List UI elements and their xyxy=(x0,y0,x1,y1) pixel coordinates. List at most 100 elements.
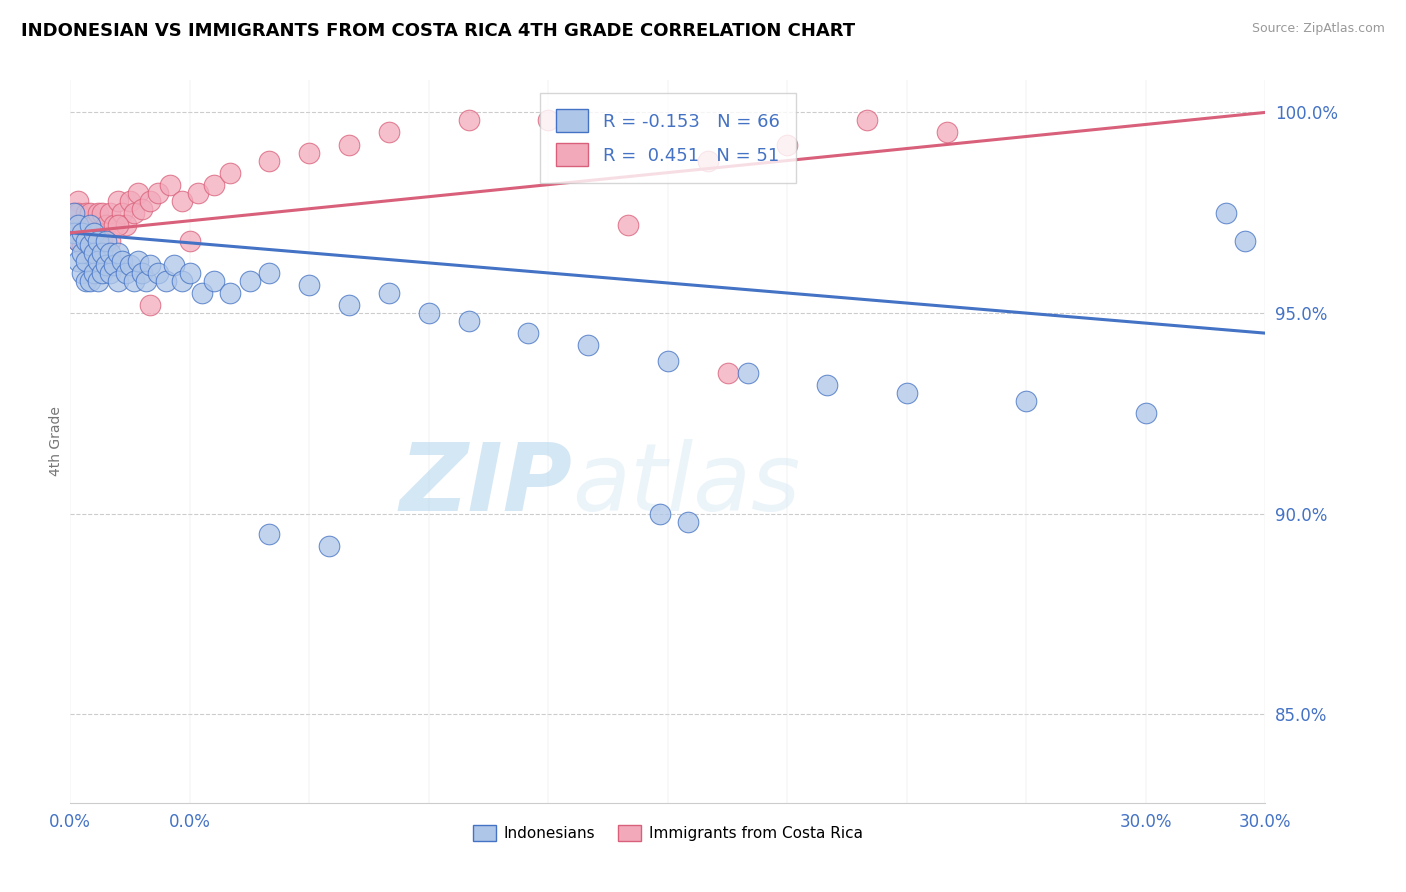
Point xyxy=(75,206,97,220)
Point xyxy=(298,145,321,160)
Point xyxy=(337,137,360,152)
Point xyxy=(127,254,149,268)
Point xyxy=(115,266,138,280)
Point xyxy=(159,178,181,192)
Point xyxy=(259,266,281,280)
Point xyxy=(896,386,918,401)
Point xyxy=(259,153,281,168)
Point xyxy=(87,274,110,288)
Point xyxy=(139,194,162,208)
Point xyxy=(648,507,671,521)
Point xyxy=(83,266,105,280)
Point xyxy=(676,515,699,529)
Point xyxy=(79,218,101,232)
Point xyxy=(111,206,134,220)
Point xyxy=(202,178,225,192)
Point xyxy=(107,274,129,288)
Point xyxy=(67,234,90,248)
Point xyxy=(170,194,193,208)
Point xyxy=(63,206,86,220)
Point xyxy=(1135,407,1157,421)
Point xyxy=(218,166,240,180)
Point xyxy=(75,254,97,268)
Point xyxy=(170,274,193,288)
Point xyxy=(935,126,957,140)
Point xyxy=(87,254,110,268)
Point xyxy=(96,234,117,248)
Point xyxy=(83,246,105,260)
Point xyxy=(146,186,169,200)
Point xyxy=(98,266,121,280)
Point xyxy=(1015,394,1038,409)
Point xyxy=(63,226,86,240)
Point xyxy=(67,234,90,248)
Point xyxy=(107,218,129,232)
Point xyxy=(67,254,90,268)
Point xyxy=(218,286,240,301)
Point xyxy=(856,113,879,128)
Point xyxy=(70,246,93,260)
Point xyxy=(135,274,157,288)
Point xyxy=(103,258,125,272)
Point xyxy=(79,238,101,252)
Point xyxy=(91,246,114,260)
Point xyxy=(87,226,110,240)
Point xyxy=(75,274,97,288)
Point xyxy=(111,254,134,268)
Point xyxy=(191,286,214,301)
Point xyxy=(91,234,114,248)
Point xyxy=(107,246,129,260)
Point xyxy=(79,246,101,260)
Point xyxy=(378,126,401,140)
Text: ZIP: ZIP xyxy=(399,439,572,531)
Text: atlas: atlas xyxy=(572,440,800,531)
Point xyxy=(115,218,138,232)
Point xyxy=(517,326,540,341)
Point xyxy=(146,266,169,280)
Point xyxy=(70,226,93,240)
Legend: Indonesians, Immigrants from Costa Rica: Indonesians, Immigrants from Costa Rica xyxy=(467,819,869,847)
Point xyxy=(657,354,679,368)
Point xyxy=(139,298,162,312)
Point xyxy=(96,258,117,272)
Point xyxy=(1215,206,1237,220)
Point xyxy=(155,274,177,288)
Point xyxy=(457,113,479,128)
Point xyxy=(179,234,201,248)
Point xyxy=(737,367,759,381)
Point xyxy=(67,194,90,208)
Text: INDONESIAN VS IMMIGRANTS FROM COSTA RICA 4TH GRADE CORRELATION CHART: INDONESIAN VS IMMIGRANTS FROM COSTA RICA… xyxy=(21,22,855,40)
Point xyxy=(122,274,145,288)
Point xyxy=(120,194,141,208)
Point xyxy=(298,278,321,293)
Point xyxy=(87,206,110,220)
Point xyxy=(70,238,93,252)
Point xyxy=(378,286,401,301)
Point xyxy=(815,378,838,392)
Point xyxy=(96,218,117,232)
Point xyxy=(717,367,740,381)
Point xyxy=(70,218,93,232)
Point xyxy=(87,234,110,248)
Point xyxy=(91,266,114,280)
Point xyxy=(75,234,97,248)
Point xyxy=(127,186,149,200)
Point xyxy=(239,274,262,288)
Point xyxy=(1234,234,1257,248)
Point xyxy=(576,338,599,352)
Point xyxy=(83,226,105,240)
Point xyxy=(537,113,560,128)
Point xyxy=(67,218,90,232)
Point xyxy=(79,226,101,240)
Point xyxy=(70,266,93,280)
Point xyxy=(139,258,162,272)
Point xyxy=(776,137,799,152)
Point xyxy=(187,186,209,200)
Y-axis label: 4th Grade: 4th Grade xyxy=(49,407,63,476)
Point xyxy=(79,274,101,288)
Point xyxy=(202,274,225,288)
Point xyxy=(98,206,121,220)
Point xyxy=(318,539,340,553)
Point xyxy=(131,202,153,216)
Point xyxy=(98,234,121,248)
